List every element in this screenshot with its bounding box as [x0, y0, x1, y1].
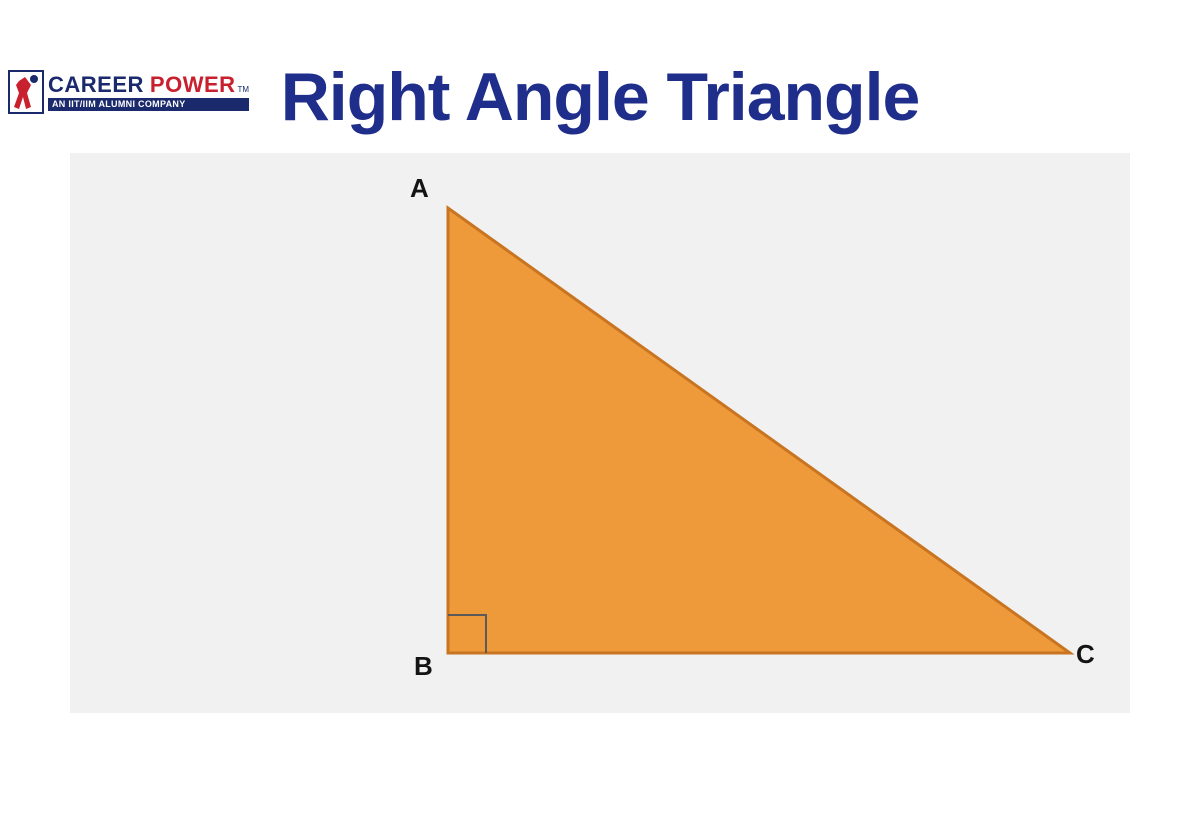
logo-figure-icon — [8, 70, 44, 114]
logo-power-word: POWER — [150, 74, 236, 96]
vertex-label-c: C — [1076, 639, 1095, 670]
vertex-label-b: B — [414, 651, 433, 682]
logo-text: CAREER POWER TM AN IIT/IIM ALUMNI COMPAN… — [48, 74, 249, 111]
diagram-panel: A B C — [70, 153, 1130, 713]
triangle-svg — [70, 153, 1130, 713]
logo-title-row: CAREER POWER TM — [48, 74, 249, 96]
logo-ball-icon — [30, 75, 38, 83]
logo-tm: TM — [238, 86, 250, 94]
triangle-shape — [448, 208, 1070, 653]
vertex-label-a: A — [410, 173, 429, 204]
logo-person-icon — [14, 77, 31, 109]
logo-career-word: CAREER — [48, 74, 144, 96]
brand-logo: CAREER POWER TM AN IIT/IIM ALUMNI COMPAN… — [8, 70, 249, 114]
logo-subtitle: AN IIT/IIM ALUMNI COMPANY — [48, 98, 249, 111]
